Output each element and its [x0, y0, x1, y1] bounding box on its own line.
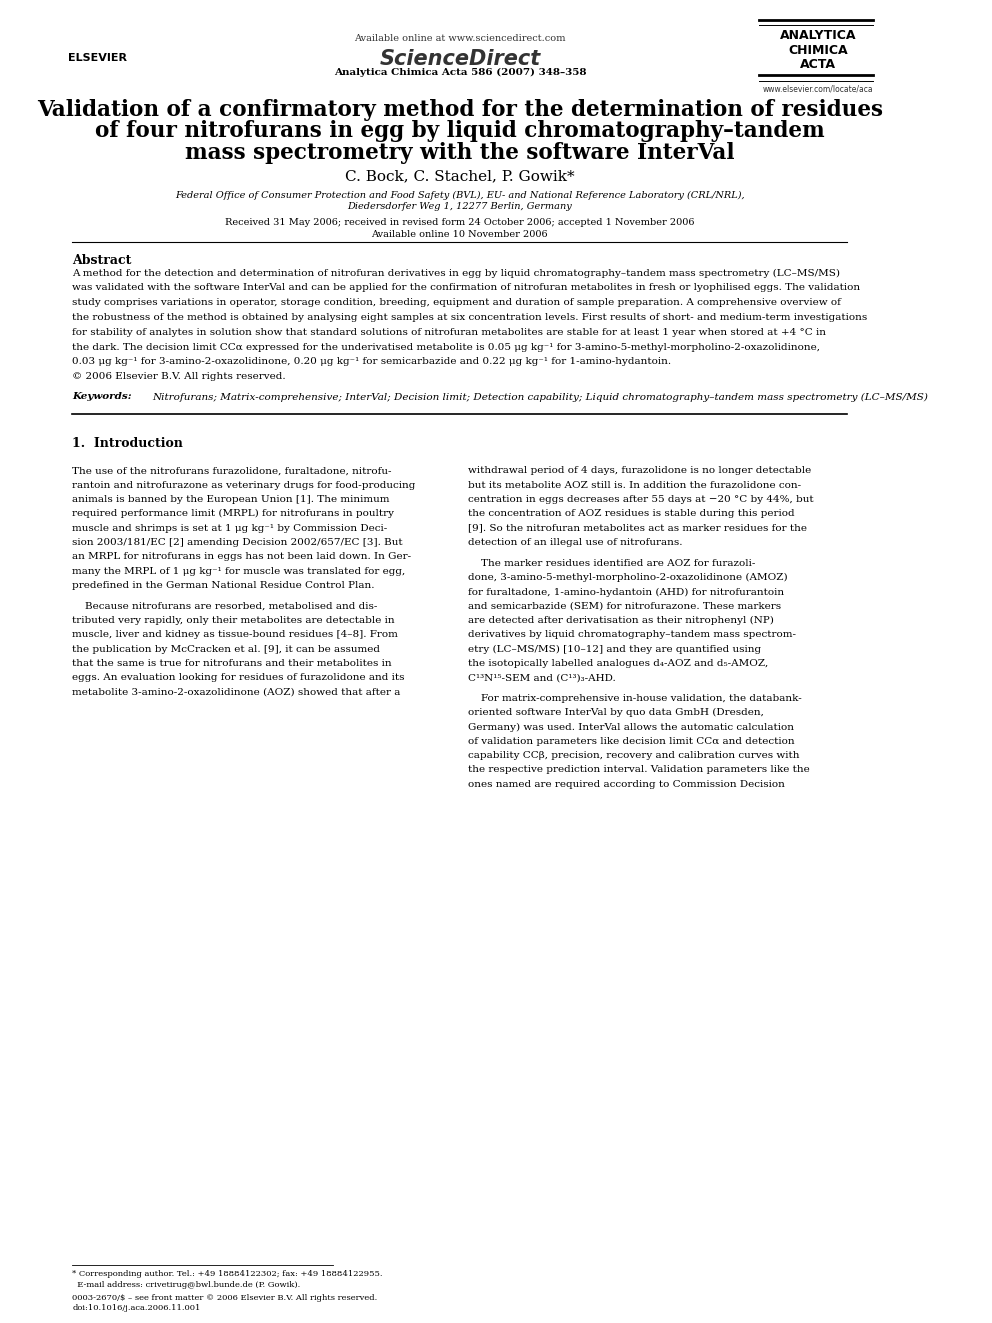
Text: withdrawal period of 4 days, furazolidone is no longer detectable: withdrawal period of 4 days, furazolidon… — [468, 467, 811, 475]
Text: rantoin and nitrofurazone as veterinary drugs for food-producing: rantoin and nitrofurazone as veterinary … — [72, 480, 416, 490]
Text: C. Bock, C. Stachel, P. Gowik*: C. Bock, C. Stachel, P. Gowik* — [345, 169, 574, 184]
Text: the respective prediction interval. Validation parameters like the: the respective prediction interval. Vali… — [468, 766, 810, 774]
Text: sion 2003/181/EC [2] amending Decision 2002/657/EC [3]. But: sion 2003/181/EC [2] amending Decision 2… — [72, 538, 403, 546]
Text: Because nitrofurans are resorbed, metabolised and dis-: Because nitrofurans are resorbed, metabo… — [72, 602, 378, 611]
Text: are detected after derivatisation as their nitrophenyl (NP): are detected after derivatisation as the… — [468, 617, 774, 624]
Text: the robustness of the method is obtained by analysing eight samples at six conce: the robustness of the method is obtained… — [72, 314, 868, 321]
Text: tributed very rapidly, only their metabolites are detectable in: tributed very rapidly, only their metabo… — [72, 617, 395, 624]
Text: etry (LC–MS/MS) [10–12] and they are quantified using: etry (LC–MS/MS) [10–12] and they are qua… — [468, 644, 762, 654]
Text: Analytica Chimica Acta 586 (2007) 348–358: Analytica Chimica Acta 586 (2007) 348–35… — [333, 67, 586, 77]
Text: but its metabolite AOZ still is. In addition the furazolidone con-: but its metabolite AOZ still is. In addi… — [468, 480, 802, 490]
Text: Received 31 May 2006; received in revised form 24 October 2006; accepted 1 Novem: Received 31 May 2006; received in revise… — [225, 218, 694, 228]
Text: Available online at www.sciencedirect.com: Available online at www.sciencedirect.co… — [354, 34, 565, 44]
Text: the publication by McCracken et al. [9], it can be assumed: the publication by McCracken et al. [9],… — [72, 644, 380, 654]
Text: mass spectrometry with the software InterVal: mass spectrometry with the software Inte… — [186, 142, 735, 164]
Text: * Corresponding author. Tel.: +49 18884122302; fax: +49 18884122955.: * Corresponding author. Tel.: +49 188841… — [72, 1270, 383, 1278]
Text: many the MRPL of 1 μg kg⁻¹ for muscle was translated for egg,: many the MRPL of 1 μg kg⁻¹ for muscle wa… — [72, 566, 406, 576]
Text: Keywords:: Keywords: — [72, 393, 132, 401]
Text: centration in eggs decreases after 55 days at −20 °C by 44%, but: centration in eggs decreases after 55 da… — [468, 495, 813, 504]
Text: done, 3-amino-5-methyl-morpholino-2-oxazolidinone (AMOZ): done, 3-amino-5-methyl-morpholino-2-oxaz… — [468, 573, 788, 582]
Text: muscle, liver and kidney as tissue-bound residues [4–8]. From: muscle, liver and kidney as tissue-bound… — [72, 630, 398, 639]
Text: The use of the nitrofurans furazolidone, furaltadone, nitrofu-: The use of the nitrofurans furazolidone,… — [72, 467, 392, 475]
Text: of validation parameters like decision limit CCα and detection: of validation parameters like decision l… — [468, 737, 795, 746]
Text: Abstract: Abstract — [72, 254, 132, 267]
Text: E-mail address: crivetirug@bwl.bunde.de (P. Gowik).: E-mail address: crivetirug@bwl.bunde.de … — [72, 1281, 301, 1289]
Text: Germany) was used. InterVal allows the automatic calculation: Germany) was used. InterVal allows the a… — [468, 722, 795, 732]
Text: an MRPL for nitrofurans in eggs has not been laid down. In Ger-: an MRPL for nitrofurans in eggs has not … — [72, 552, 412, 561]
Text: the isotopically labelled analogues d₄-AOZ and d₅-AMOZ,: the isotopically labelled analogues d₄-A… — [468, 659, 769, 668]
Text: © 2006 Elsevier B.V. All rights reserved.: © 2006 Elsevier B.V. All rights reserved… — [72, 372, 286, 381]
Text: the dark. The decision limit CCα expressed for the underivatised metabolite is 0: the dark. The decision limit CCα express… — [72, 343, 820, 352]
Text: was validated with the software InterVal and can be applied for the confirmation: was validated with the software InterVal… — [72, 283, 860, 292]
Text: ones named are required according to Commission Decision: ones named are required according to Com… — [468, 779, 786, 789]
Text: and semicarbazide (SEM) for nitrofurazone. These markers: and semicarbazide (SEM) for nitrofurazon… — [468, 602, 782, 611]
Text: 0003-2670/$ – see front matter © 2006 Elsevier B.V. All rights reserved.: 0003-2670/$ – see front matter © 2006 El… — [72, 1294, 378, 1302]
Text: For matrix-comprehensive in-house validation, the databank-: For matrix-comprehensive in-house valida… — [468, 695, 803, 703]
Text: eggs. An evaluation looking for residues of furazolidone and its: eggs. An evaluation looking for residues… — [72, 673, 405, 683]
Text: capability CCβ, precision, recovery and calibration curves with: capability CCβ, precision, recovery and … — [468, 751, 800, 761]
Text: Available online 10 November 2006: Available online 10 November 2006 — [372, 230, 549, 239]
Text: predefined in the German National Residue Control Plan.: predefined in the German National Residu… — [72, 581, 375, 590]
Text: ELSEVIER: ELSEVIER — [68, 53, 127, 64]
Text: animals is banned by the European Union [1]. The minimum: animals is banned by the European Union … — [72, 495, 390, 504]
Text: of four nitrofurans in egg by liquid chromatography–tandem: of four nitrofurans in egg by liquid chr… — [95, 120, 824, 143]
Text: doi:10.1016/j.aca.2006.11.001: doi:10.1016/j.aca.2006.11.001 — [72, 1304, 200, 1312]
Text: ANALYTICA: ANALYTICA — [780, 29, 856, 42]
Text: The marker residues identified are AOZ for furazoli-: The marker residues identified are AOZ f… — [468, 558, 756, 568]
Text: C¹³N¹⁵-SEM and (C¹³)₃-AHD.: C¹³N¹⁵-SEM and (C¹³)₃-AHD. — [468, 673, 616, 683]
Text: Federal Office of Consumer Protection and Food Safety (BVL), EU- and National Re: Federal Office of Consumer Protection an… — [175, 191, 745, 200]
Text: ACTA: ACTA — [800, 58, 836, 71]
Text: ScienceDirect: ScienceDirect — [379, 49, 541, 69]
Text: 1.  Introduction: 1. Introduction — [72, 438, 184, 450]
Text: that the same is true for nitrofurans and their metabolites in: that the same is true for nitrofurans an… — [72, 659, 392, 668]
Text: for furaltadone, 1-amino-hydantoin (AHD) for nitrofurantoin: for furaltadone, 1-amino-hydantoin (AHD)… — [468, 587, 785, 597]
Text: Validation of a confirmatory method for the determination of residues: Validation of a confirmatory method for … — [37, 99, 883, 122]
Text: for stability of analytes in solution show that standard solutions of nitrofuran: for stability of analytes in solution sh… — [72, 328, 826, 337]
Text: the concentration of AOZ residues is stable during this period: the concentration of AOZ residues is sta… — [468, 509, 795, 519]
Text: derivatives by liquid chromatography–tandem mass spectrom-: derivatives by liquid chromatography–tan… — [468, 630, 797, 639]
Text: A method for the detection and determination of nitrofuran derivatives in egg by: A method for the detection and determina… — [72, 269, 840, 278]
Text: 0.03 μg kg⁻¹ for 3-amino-2-oxazolidinone, 0.20 μg kg⁻¹ for semicarbazide and 0.2: 0.03 μg kg⁻¹ for 3-amino-2-oxazolidinone… — [72, 357, 672, 366]
Text: Diedersdorfer Weg 1, 12277 Berlin, Germany: Diedersdorfer Weg 1, 12277 Berlin, Germa… — [347, 202, 572, 212]
Text: CHIMICA: CHIMICA — [788, 44, 848, 57]
Text: detection of an illegal use of nitrofurans.: detection of an illegal use of nitrofura… — [468, 538, 682, 546]
Text: metabolite 3-amino-2-oxazolidinone (AOZ) showed that after a: metabolite 3-amino-2-oxazolidinone (AOZ)… — [72, 688, 401, 696]
Text: oriented software InterVal by quo data GmbH (Dresden,: oriented software InterVal by quo data G… — [468, 708, 764, 717]
Text: Nitrofurans; Matrix-comprehensive; InterVal; Decision limit; Detection capabilit: Nitrofurans; Matrix-comprehensive; Inter… — [153, 393, 929, 401]
Text: study comprises variations in operator, storage condition, breeding, equipment a: study comprises variations in operator, … — [72, 298, 841, 307]
Text: muscle and shrimps is set at 1 μg kg⁻¹ by Commission Deci-: muscle and shrimps is set at 1 μg kg⁻¹ b… — [72, 524, 388, 533]
Text: required performance limit (MRPL) for nitrofurans in poultry: required performance limit (MRPL) for ni… — [72, 509, 394, 519]
Text: www.elsevier.com/locate/aca: www.elsevier.com/locate/aca — [763, 85, 873, 94]
Text: [9]. So the nitrofuran metabolites act as marker residues for the: [9]. So the nitrofuran metabolites act a… — [468, 524, 807, 533]
